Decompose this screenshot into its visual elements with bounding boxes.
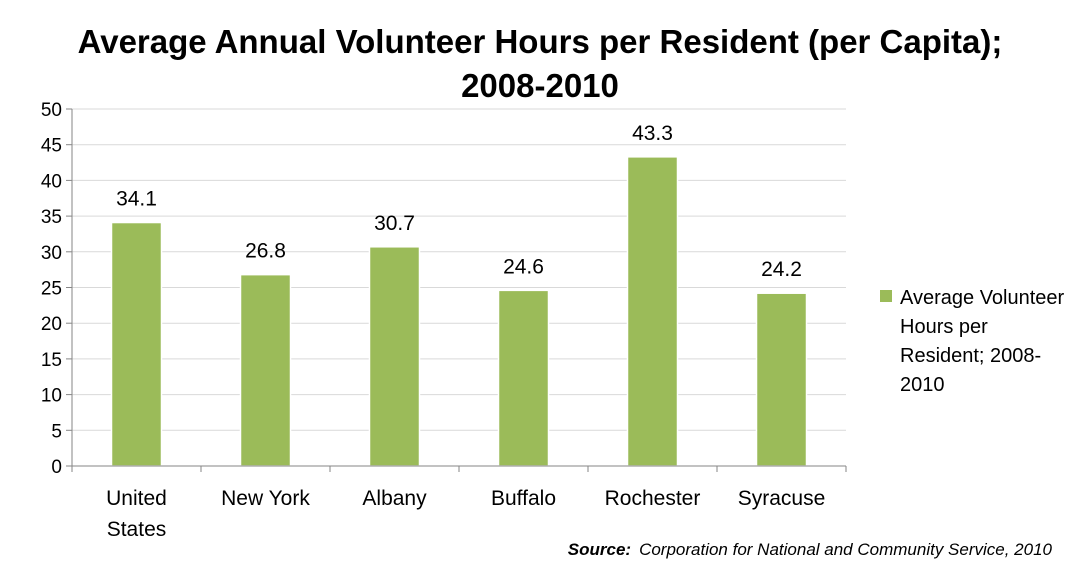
y-tick-label: 15 <box>41 350 62 371</box>
x-category-label: Syracuse <box>738 487 826 510</box>
x-category-label: Albany <box>362 487 427 510</box>
y-tick-label: 0 <box>51 457 62 478</box>
x-category-label: States <box>107 518 167 541</box>
legend-label: Average Volunteer Hours per Resident; 20… <box>900 287 1065 396</box>
data-label: 30.7 <box>374 212 415 235</box>
source-prefix: Source: <box>567 540 632 559</box>
y-tick-label: 40 <box>41 171 62 192</box>
data-label: 26.8 <box>245 240 286 263</box>
bar <box>239 273 292 467</box>
source-note: Source: Corporation for National and Comm… <box>568 540 1052 560</box>
legend-swatch <box>880 290 892 302</box>
x-category-label: Rochester <box>605 487 701 510</box>
x-category-label: Buffalo <box>491 487 556 510</box>
bar <box>497 289 550 467</box>
chart-title: Average Annual Volunteer Hours per Resid… <box>77 23 1003 104</box>
gridlines <box>72 108 846 431</box>
data-label: 43.3 <box>632 122 673 145</box>
y-tick-label: 35 <box>41 207 62 228</box>
bar <box>626 156 679 467</box>
data-label: 34.1 <box>116 188 157 211</box>
y-tick-label: 20 <box>41 314 62 335</box>
labels: 0 5 10 15 20 25 30 35 40 45 50 34.1 United States 26.8… <box>41 100 825 541</box>
y-tick-label: 10 <box>41 386 62 407</box>
data-label: 24.2 <box>761 258 802 281</box>
y-tick-label: 5 <box>51 421 62 442</box>
x-category-label: New York <box>221 487 310 510</box>
source-text: Corporation for National and Community S… <box>639 540 1052 559</box>
axes <box>66 108 847 472</box>
bar <box>368 246 421 467</box>
bars <box>110 156 808 467</box>
data-label: 24.6 <box>503 255 544 278</box>
y-tick-label: 30 <box>41 243 62 264</box>
y-tick-label: 50 <box>41 100 62 121</box>
x-category-label: United <box>106 487 167 510</box>
legend: Average Volunteer Hours per Resident; 20… <box>880 284 1075 400</box>
bar <box>110 221 163 467</box>
y-tick-label: 25 <box>41 279 62 300</box>
y-tick-label: 45 <box>41 136 62 157</box>
bar <box>755 292 808 467</box>
